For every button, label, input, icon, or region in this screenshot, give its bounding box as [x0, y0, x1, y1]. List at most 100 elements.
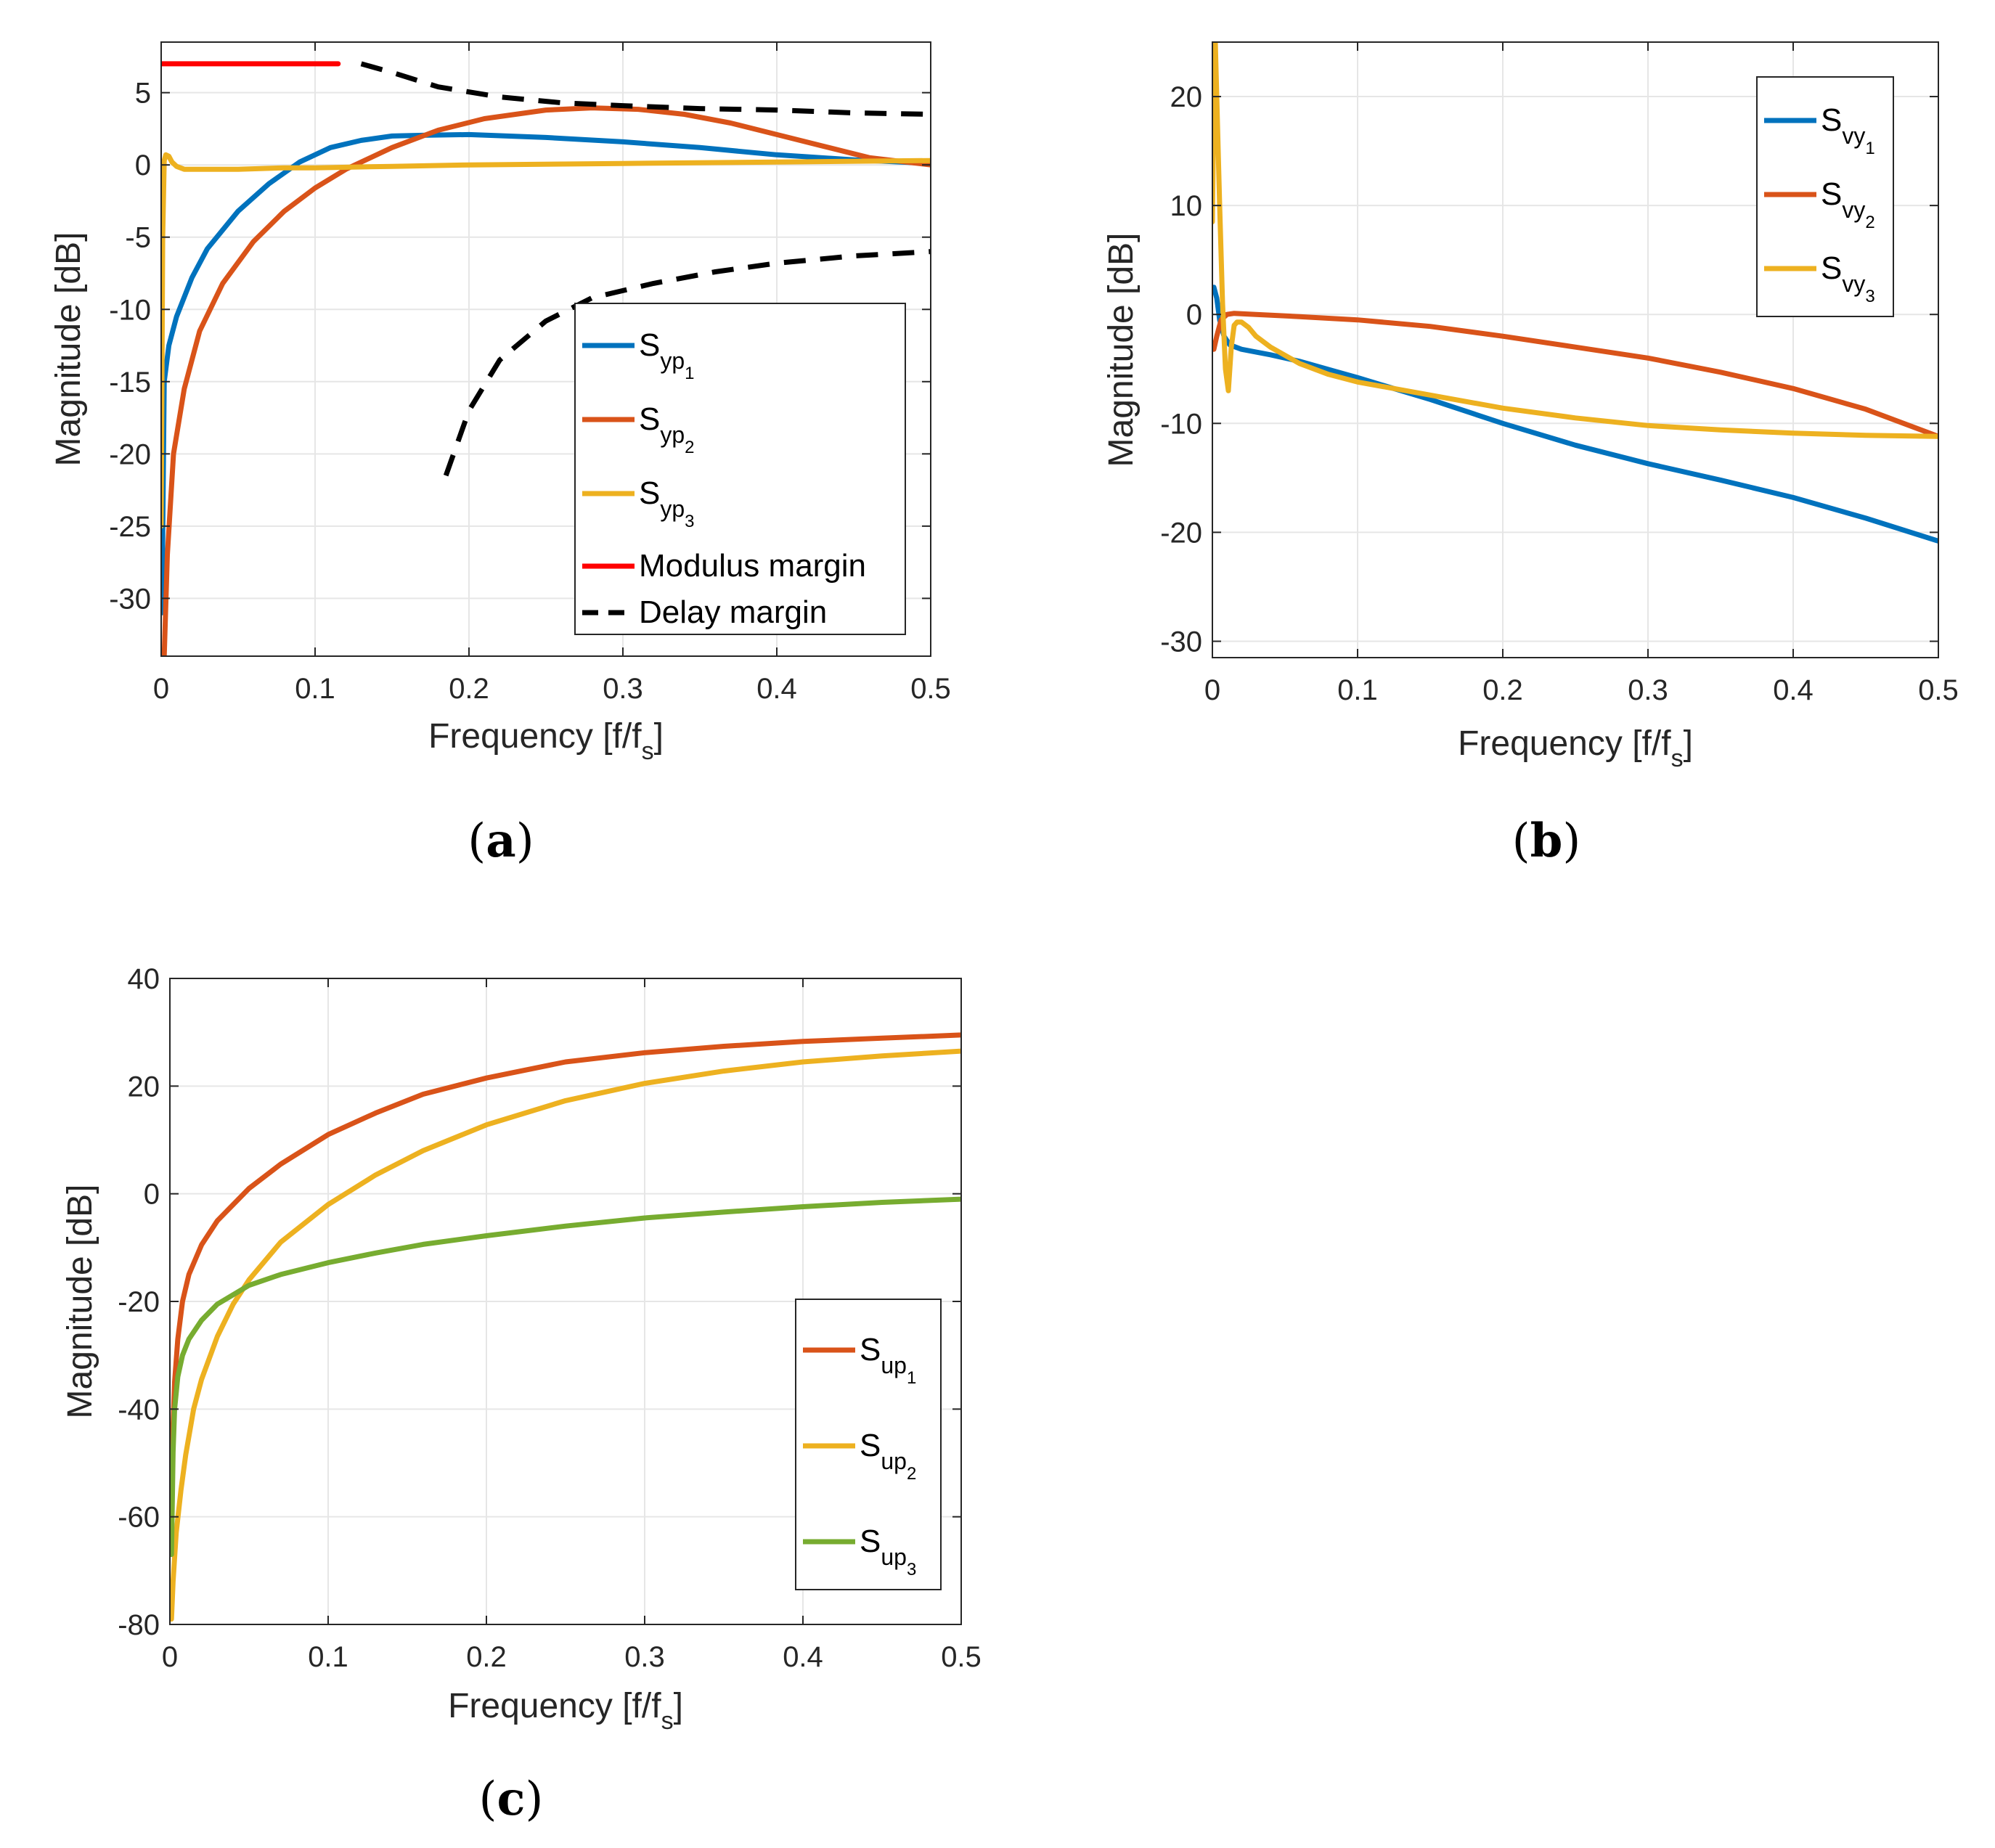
legend-sub: yp — [660, 496, 685, 522]
panel-caption: (b) — [1512, 814, 1581, 868]
x-axis-label-sub: s — [1671, 745, 1684, 772]
x-tick-label: 0 — [162, 1641, 178, 1673]
y-axis-label: Magnitude [dB] — [61, 1185, 99, 1419]
series-line-1 — [161, 131, 931, 616]
series-line-2 — [161, 105, 931, 656]
y-tick-label: -5 — [125, 222, 151, 254]
x-axis-label-close: ] — [674, 1687, 683, 1725]
y-axis-label: Magnitude [dB] — [1102, 233, 1141, 467]
caption-letter: a — [486, 814, 515, 868]
series-group — [1212, 42, 1938, 544]
x-tick-label: 0.1 — [295, 673, 335, 705]
panel-caption: (a) — [468, 814, 534, 868]
x-tick-label: 0.2 — [466, 1641, 507, 1673]
y-tick-label: -10 — [1160, 408, 1202, 440]
x-axis-label-main: Frequency [f/f — [448, 1687, 661, 1725]
caption-open: ( — [468, 814, 486, 868]
legend-name: S — [860, 1428, 881, 1463]
series-line-3 — [170, 1196, 961, 1558]
legend-subsub: 3 — [907, 1560, 916, 1579]
legend-entry-3: Svy3 — [1821, 250, 1875, 306]
legend-entry-1: Svy1 — [1821, 102, 1875, 158]
y-tick-label: -40 — [118, 1394, 160, 1426]
x-tick-label: 0.2 — [449, 673, 489, 705]
caption-letter: c — [497, 1772, 526, 1826]
legend-subsub: 2 — [685, 438, 694, 457]
legend-sub: vy — [1842, 271, 1865, 297]
y-tick-label: 20 — [128, 1071, 160, 1103]
caption-close: ) — [525, 1773, 543, 1826]
legend-subsub: 3 — [685, 512, 694, 531]
legend-name: S — [639, 327, 660, 363]
legend-entry-5: Delay margin — [639, 594, 827, 630]
y-tick-label: 20 — [1170, 81, 1203, 113]
panel-caption: (c) — [479, 1772, 544, 1826]
y-tick-label: -25 — [109, 511, 151, 543]
y-tick-label: -15 — [109, 367, 151, 398]
y-axis-label: Magnitude [dB] — [49, 232, 88, 467]
x-axis-label-sub: s — [661, 1707, 674, 1735]
legend-entry-3: Syp3 — [639, 475, 695, 531]
legend-name: S — [1821, 250, 1842, 286]
legend-entry-3: Sup3 — [860, 1524, 916, 1579]
x-tick-label: 0.2 — [1482, 674, 1523, 706]
x-tick-label: 0.5 — [1918, 674, 1959, 706]
chart-c: 0 0.1 0.2 0.3 0.4 0.5 40 20 0 -20 -40 -60 -80 Frequen… — [61, 963, 982, 1826]
y-tick-label: 0 — [144, 1179, 160, 1211]
legend-subsub: 2 — [907, 1464, 916, 1484]
x-tick-label: 0.5 — [941, 1641, 982, 1673]
legend-subsub: 1 — [1865, 139, 1874, 158]
x-tick-label: 0 — [153, 673, 169, 705]
legend-sub: up — [881, 1448, 907, 1474]
y-tick-label: -60 — [118, 1502, 160, 1534]
legend-name: Modulus margin — [639, 548, 866, 584]
x-tick-label: 0.4 — [1773, 674, 1814, 706]
tick-marks — [160, 42, 931, 656]
y-tick-label: 10 — [1170, 190, 1203, 222]
caption-open: ( — [1512, 814, 1530, 868]
legend-entry-4: Modulus margin — [639, 548, 866, 584]
x-tick-label: 0.3 — [1628, 674, 1668, 706]
legend-sub: yp — [660, 422, 685, 448]
series-line-5-segment-1 — [360, 61, 931, 117]
legend-name: S — [860, 1332, 881, 1367]
series-line-3 — [161, 152, 931, 529]
y-tick-label: -20 — [118, 1286, 160, 1318]
legend-name: S — [639, 401, 660, 437]
legend-name: S — [639, 475, 660, 511]
legend-entry-2: Svy2 — [1821, 176, 1875, 232]
caption-close: ) — [516, 814, 534, 868]
legend-name: S — [1821, 176, 1842, 212]
y-tick-label: -10 — [109, 294, 151, 326]
caption-open: ( — [479, 1773, 497, 1826]
chart-b: 0 0.1 0.2 0.3 0.4 0.5 20 10 0 -10 -20 -30 Frequency … — [1102, 41, 1959, 868]
y-tick-label: -30 — [1160, 626, 1202, 658]
series-line-3 — [1212, 42, 1938, 439]
y-tick-label: -20 — [1160, 517, 1202, 549]
legend-entry-1: Sup1 — [860, 1332, 916, 1388]
legend-subsub: 2 — [1865, 213, 1874, 232]
y-tick-label: -30 — [109, 583, 151, 615]
series-group — [170, 1032, 961, 1622]
x-tick-label: 0.1 — [308, 1641, 348, 1673]
series-group — [161, 61, 931, 656]
legend-entry-2: Sup2 — [860, 1428, 916, 1484]
legend-sub: vy — [1842, 123, 1865, 149]
axes-box — [160, 41, 931, 657]
legend-subsub: 1 — [907, 1368, 916, 1388]
y-tick-label: 0 — [1186, 299, 1202, 331]
legend-subsub: 1 — [685, 364, 694, 383]
axes-box — [1212, 41, 1939, 658]
x-axis-label: Frequency [f/fs] — [448, 1687, 683, 1735]
legend-name: S — [1821, 102, 1842, 138]
y-tick-label: -80 — [118, 1609, 160, 1641]
legend-box — [574, 303, 906, 635]
tick-marks — [169, 978, 962, 1625]
legend-name: S — [860, 1524, 881, 1559]
legend-sub: up — [881, 1352, 907, 1378]
x-axis-label-close: ] — [1684, 724, 1693, 763]
caption-close: ) — [1562, 814, 1580, 868]
